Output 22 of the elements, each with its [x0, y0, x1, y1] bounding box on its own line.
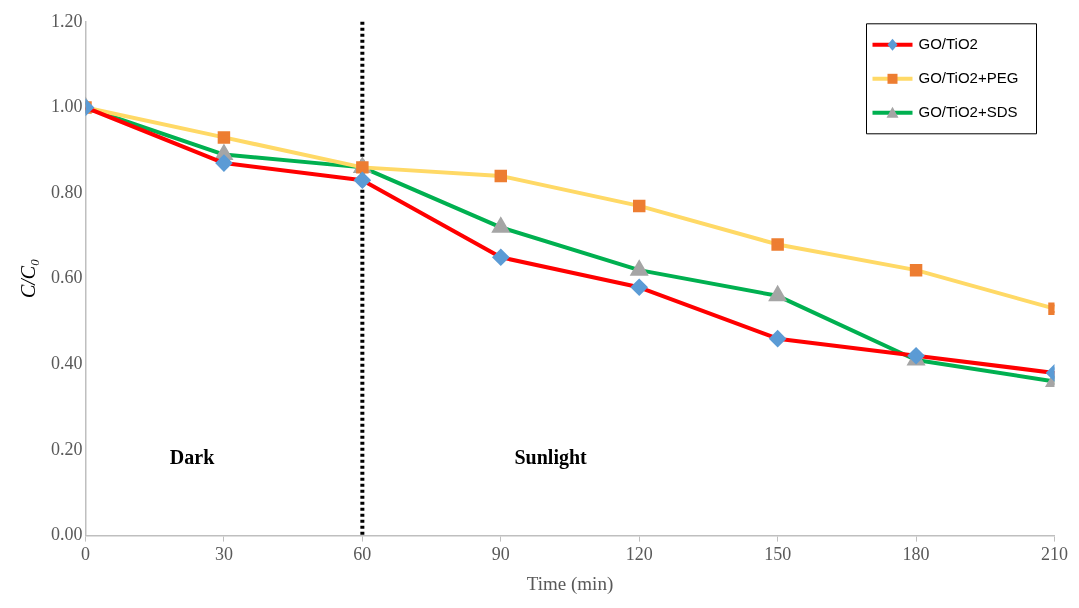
x-tick-label: 180: [902, 544, 930, 565]
x-axis-title: Time (min): [526, 572, 614, 595]
legend-label: GO/TiO2: [918, 34, 978, 52]
x-tick-label: 0: [81, 544, 90, 565]
y-tick-label: 0.60: [51, 267, 83, 288]
x-tick-label: 120: [625, 544, 653, 565]
legend-label: GO/TiO2+PEG: [918, 68, 1019, 86]
x-tick-label: 150: [764, 544, 792, 565]
x-tick-label: 210: [1041, 544, 1068, 565]
x-tick-label: 30: [214, 544, 233, 565]
x-tick-label: 90: [491, 544, 510, 565]
y-axis-title: C/C0: [17, 258, 43, 299]
x-tick-label: 60: [353, 544, 372, 565]
annotation: Sunlight: [514, 445, 588, 469]
y-tick-label: 0.40: [51, 353, 83, 374]
y-tick-label: 0.20: [51, 438, 83, 459]
annotation: Dark: [169, 445, 216, 468]
y-tick-label: 0.80: [51, 181, 83, 202]
legend-label: GO/TiO2+SDS: [918, 102, 1018, 120]
y-tick-label: 1.00: [51, 96, 83, 117]
y-tick-label: 1.20: [51, 10, 83, 31]
y-tick-label: 0.00: [51, 524, 83, 545]
